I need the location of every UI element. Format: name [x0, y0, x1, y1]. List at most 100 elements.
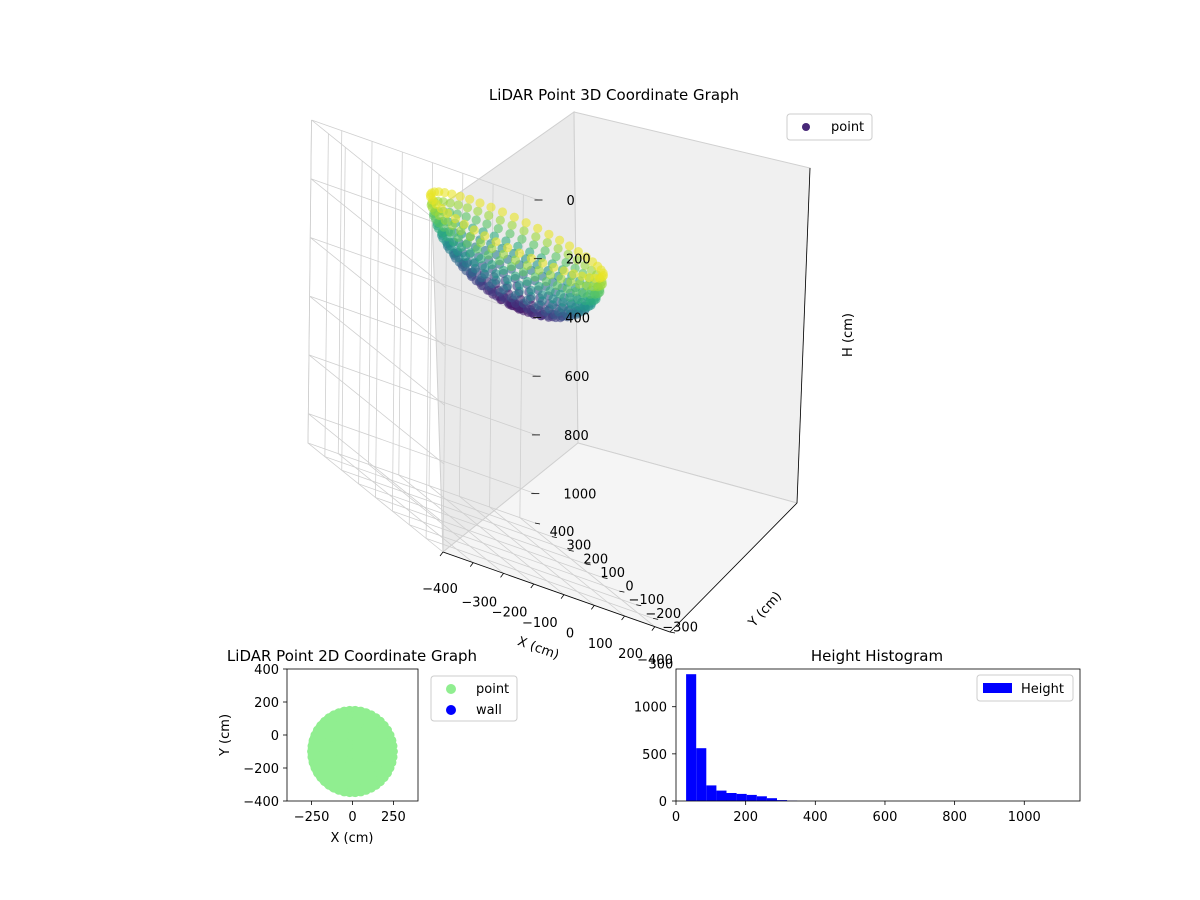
- y-tick-label-hist: 1000: [634, 701, 667, 716]
- y-tick-3d: [602, 577, 608, 579]
- y-tick-3d: [585, 563, 591, 566]
- x-tick-label-3d: 100: [588, 637, 613, 652]
- grid-line-z: [308, 413, 536, 523]
- y-tick-label-2d: −200: [243, 762, 279, 777]
- legend-label-point: point: [831, 120, 864, 135]
- y-tick-label-3d: −100: [629, 593, 665, 608]
- x-tick-3d: [560, 594, 565, 599]
- grid-line-y: [358, 160, 586, 565]
- data-point-3d: [491, 237, 501, 247]
- grid-line-y: [425, 215, 654, 619]
- data-point-3d: [495, 215, 505, 225]
- data-point-3d: [491, 269, 501, 279]
- x-tick-label-3d: −200: [492, 606, 528, 621]
- data-point-3d: [522, 276, 532, 287]
- data-point-3d: [453, 200, 463, 210]
- x-tick-3d: [621, 615, 625, 621]
- data-point-3d: [565, 292, 575, 302]
- histogram-bar: [766, 798, 777, 801]
- grid-line-z: [309, 295, 537, 406]
- data-point-3d: [475, 198, 485, 208]
- data-point-3d: [534, 308, 544, 318]
- x-tick-3d: [530, 583, 535, 589]
- y-axis-label-3d: Y (cm): [745, 589, 785, 631]
- y-tick-label-3d: 100: [600, 566, 625, 581]
- y-tick-3d: [551, 536, 557, 539]
- data-point-3d: [514, 280, 524, 290]
- data-point-3d: [544, 229, 554, 239]
- x-tick-label-2d: 0: [348, 810, 356, 825]
- data-point-3d: [597, 272, 607, 282]
- x-tick-label-hist: 200: [733, 810, 758, 825]
- data-point-3d: [538, 258, 548, 268]
- data-point-3d: [480, 263, 490, 273]
- data-point-3d: [577, 271, 587, 281]
- data-point-3d: [526, 285, 536, 295]
- data-point-3d: [542, 238, 552, 248]
- legend-label-height: Height: [1021, 682, 1064, 697]
- data-point-3d: [569, 269, 579, 279]
- scatter-2d-points: [307, 705, 398, 798]
- data-point-3d: [484, 210, 494, 221]
- y-tick-3d: [653, 617, 659, 620]
- y-tick-label-3d: −300: [662, 620, 698, 635]
- data-point-3d: [499, 249, 509, 259]
- x-axis-line: [442, 551, 671, 633]
- data-point-3d: [486, 202, 496, 212]
- data-point-3d: [439, 222, 449, 232]
- histogram-bar: [696, 748, 707, 801]
- histogram-bar: [726, 793, 737, 801]
- data-point-3d: [491, 275, 501, 285]
- grid-line-y: [391, 188, 620, 592]
- legend-label-wall: wall: [476, 703, 502, 718]
- grid-line-z: [309, 237, 538, 347]
- data-point-3d: [507, 220, 517, 230]
- legend-marker-point: [802, 123, 810, 131]
- data-point-3d: [514, 286, 524, 296]
- histogram-bars: [686, 674, 798, 801]
- data-point-3d: [534, 265, 544, 275]
- chart-3d-title: LiDAR Point 3D Coordinate Graph: [489, 86, 739, 104]
- x-tick-label-hist: 800: [942, 810, 967, 825]
- z-tick-label-3d: 400: [565, 311, 590, 326]
- y-tick-label-2d: 200: [254, 696, 279, 711]
- ticks-3d: −400−300−200−1000100200300−400−300−200−1…: [422, 194, 698, 673]
- data-point-3d: [517, 234, 527, 244]
- x-tick-3d: [651, 626, 656, 631]
- data-point-3d: [534, 281, 544, 291]
- data-point-3d: [541, 276, 552, 287]
- data-point-3d: [548, 294, 558, 304]
- data-point-3d: [450, 214, 461, 224]
- data-point-3d: [497, 207, 508, 217]
- histogram-bar: [686, 674, 697, 801]
- y-tick-label-3d: 200: [583, 552, 608, 567]
- x-tick-label-3d: −300: [461, 595, 497, 610]
- data-point-3d: [445, 198, 455, 208]
- x-tick-label-3d: 300: [648, 658, 673, 673]
- y-tick-label-3d: 300: [566, 539, 591, 554]
- x-tick-label-3d: −400: [422, 582, 458, 597]
- data-point-3d: [480, 269, 490, 279]
- data-point-3d: [443, 208, 453, 218]
- data-point-3d: [574, 279, 585, 289]
- grid-line-y: [408, 201, 637, 606]
- data-point-3d: [487, 243, 497, 254]
- grid-line-y: [375, 174, 603, 578]
- z-tick-label-3d: 800: [564, 429, 589, 444]
- data-point-3d: [596, 281, 606, 291]
- data-point-3d: [480, 231, 490, 241]
- data-point-3d: [549, 262, 559, 272]
- y-tick-label-hist: 500: [642, 748, 667, 763]
- data-point-3d: [462, 203, 473, 213]
- data-point-3d: [580, 260, 590, 270]
- x-tick-label-hist: 400: [803, 810, 828, 825]
- chart-histogram: Height Histogram 0 200 400 600 800 1000 0 500 10…: [634, 647, 1081, 825]
- data-point-3d: [440, 188, 450, 198]
- data-point-3d: [461, 212, 471, 222]
- data-point-3d: [566, 277, 576, 287]
- data-point-3d: [493, 224, 503, 234]
- histogram-bar: [716, 790, 727, 801]
- ticks-2d: −250 0 250 400 200 0 −200 −400: [243, 663, 406, 825]
- x-tick-3d: [469, 562, 474, 567]
